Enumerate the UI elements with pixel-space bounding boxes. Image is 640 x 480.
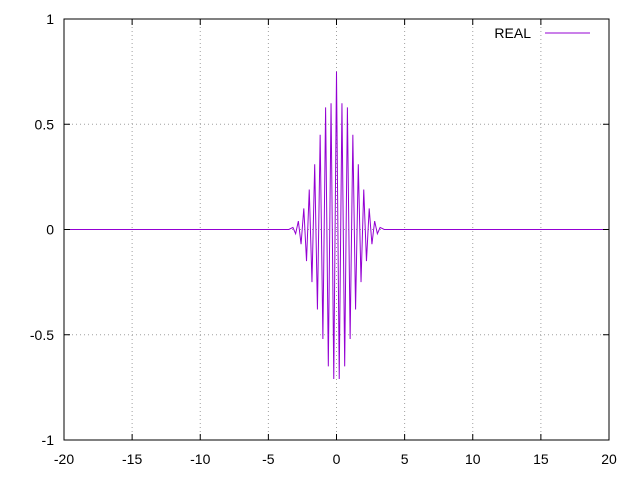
y-tick-labels: -1 -0.5 0 0.5 1	[30, 11, 54, 448]
x-tick-label: 10	[465, 451, 481, 467]
legend: REAL	[494, 25, 590, 41]
x-tick-label: -10	[190, 451, 210, 467]
x-tick-label: -15	[122, 451, 142, 467]
x-tick-label: 20	[601, 451, 617, 467]
y-tick-label: 0	[46, 222, 54, 238]
x-tick-label: 15	[533, 451, 549, 467]
y-tick-label: -1	[42, 432, 55, 448]
series-line-real	[64, 71, 609, 379]
x-tick-labels: -20 -15 -10 -5 0 5 10 15 20	[54, 451, 617, 467]
y-tick-label: -0.5	[30, 327, 54, 343]
x-tick-label: -5	[262, 451, 275, 467]
plot-area	[64, 71, 609, 379]
x-tick-label: 0	[333, 451, 341, 467]
x-tick-label: -20	[54, 451, 74, 467]
y-tick-label: 0.5	[35, 116, 55, 132]
x-tick-label: 5	[401, 451, 409, 467]
legend-label-real: REAL	[494, 25, 531, 41]
axis-ticks	[63, 18, 610, 441]
y-tick-label: 1	[46, 11, 54, 27]
